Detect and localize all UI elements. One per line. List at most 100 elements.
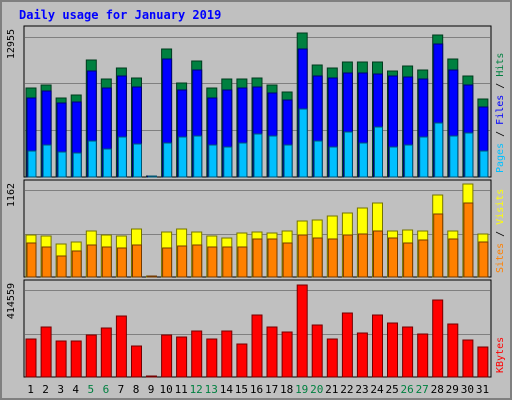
bar-sites bbox=[312, 237, 323, 278]
ylabel-top: Pages / Files / Hits bbox=[495, 53, 506, 173]
ymax-label-middle: 1162 bbox=[6, 183, 17, 207]
bar-sites bbox=[373, 230, 383, 278]
bar-sites bbox=[207, 246, 218, 278]
bar-pages bbox=[87, 140, 97, 178]
bar-sites bbox=[177, 245, 188, 278]
x-tick-label: 14 bbox=[220, 383, 234, 396]
bar-kbytes bbox=[462, 339, 474, 378]
x-tick-label: 3 bbox=[57, 383, 64, 396]
bar-sites bbox=[403, 242, 414, 278]
bar-sites bbox=[342, 234, 353, 278]
bar-kbytes bbox=[115, 315, 127, 378]
x-tick-label: 15 bbox=[235, 383, 248, 396]
ylabel-middle: Sites / Visits bbox=[495, 189, 506, 273]
bar-kbytes bbox=[266, 326, 278, 378]
bar-sites bbox=[26, 242, 37, 278]
bar-pages bbox=[178, 136, 188, 178]
bar-sites bbox=[448, 238, 459, 278]
bar-pages bbox=[27, 150, 37, 178]
bar-kbytes bbox=[477, 346, 489, 378]
x-tick-label: 1 bbox=[27, 383, 34, 396]
x-tick-label: 10 bbox=[159, 383, 172, 396]
bar-kbytes bbox=[296, 284, 308, 378]
bar-pages bbox=[374, 126, 383, 178]
bar-pages bbox=[238, 142, 248, 178]
bar-pages bbox=[449, 135, 459, 178]
ylabel-hits: Hits bbox=[495, 53, 506, 77]
bar-pages bbox=[404, 144, 414, 178]
bar-sites bbox=[222, 246, 233, 278]
bar-sites bbox=[116, 247, 127, 278]
bar-sites bbox=[433, 213, 444, 278]
x-tick-label: 29 bbox=[446, 383, 459, 396]
bar-kbytes bbox=[25, 338, 37, 378]
x-tick-label: 8 bbox=[133, 383, 140, 396]
ylabel-kbytes: KBytes bbox=[495, 337, 506, 373]
bar-sites bbox=[418, 239, 429, 278]
bar-pages bbox=[223, 146, 233, 178]
bar-kbytes bbox=[387, 322, 398, 378]
bar-kbytes bbox=[356, 332, 368, 378]
x-tick-label: 26 bbox=[400, 383, 413, 396]
bar-kbytes bbox=[40, 326, 52, 378]
bar-kbytes bbox=[131, 345, 142, 378]
bar-sites bbox=[86, 244, 97, 278]
bar-sites bbox=[252, 238, 263, 278]
bar-kbytes bbox=[447, 323, 459, 378]
x-tick-label: 22 bbox=[340, 383, 353, 396]
ylabel-pages: Pages bbox=[495, 143, 506, 173]
bar-kbytes bbox=[251, 314, 263, 378]
bar-pages bbox=[208, 144, 218, 178]
ylabel-files: Files bbox=[495, 95, 506, 125]
bar-pages bbox=[464, 132, 474, 178]
ylabel-visits: Visits bbox=[495, 189, 506, 225]
ymax-label-bottom: 414559 bbox=[6, 283, 17, 319]
bar-pages bbox=[148, 175, 157, 178]
bar-pages bbox=[193, 135, 203, 178]
bar-pages bbox=[133, 143, 142, 178]
x-tick-label: 16 bbox=[250, 383, 263, 396]
bar-kbytes bbox=[236, 343, 248, 378]
x-tick-label: 11 bbox=[175, 383, 188, 396]
bar-kbytes bbox=[146, 375, 157, 378]
bar-pages bbox=[343, 131, 353, 178]
bar-pages bbox=[163, 142, 173, 178]
bar-pages bbox=[434, 122, 444, 178]
x-tick-label: 9 bbox=[148, 383, 155, 396]
bar-kbytes bbox=[176, 336, 188, 378]
bar-sites bbox=[56, 255, 67, 278]
bar-sites bbox=[192, 244, 203, 278]
ylabel-bottom: KBytes bbox=[495, 337, 506, 373]
x-tick-label: 30 bbox=[461, 383, 474, 396]
x-tick-label: 2 bbox=[42, 383, 49, 396]
bar-pages bbox=[102, 148, 112, 178]
bar-sites bbox=[237, 246, 248, 278]
x-tick-label: 28 bbox=[431, 383, 444, 396]
x-tick-label: 23 bbox=[355, 383, 368, 396]
bar-kbytes bbox=[402, 326, 414, 378]
x-tick-label: 4 bbox=[72, 383, 79, 396]
bar-sites bbox=[101, 246, 112, 278]
bar-pages bbox=[313, 140, 323, 178]
bar-pages bbox=[268, 135, 278, 178]
bar-sites bbox=[327, 238, 338, 278]
bar-sites bbox=[297, 234, 308, 278]
x-tick-label: 25 bbox=[385, 383, 398, 396]
x-tick-label: 20 bbox=[310, 383, 323, 396]
bar-sites bbox=[147, 275, 157, 278]
x-tick-label: 18 bbox=[280, 383, 293, 396]
bar-kbytes bbox=[417, 333, 429, 378]
x-tick-label: 24 bbox=[370, 383, 384, 396]
x-tick-label: 13 bbox=[205, 383, 218, 396]
bar-pages bbox=[358, 142, 368, 178]
x-tick-label: 31 bbox=[476, 383, 489, 396]
bar-pages bbox=[57, 151, 67, 178]
ymax-label-top: 12955 bbox=[6, 29, 17, 59]
bar-sites bbox=[357, 233, 368, 278]
bar-sites bbox=[282, 242, 293, 278]
bar-kbytes bbox=[191, 330, 203, 378]
ylabel-separator: / bbox=[495, 77, 506, 95]
x-tick-label: 5 bbox=[87, 383, 94, 396]
bar-sites bbox=[132, 244, 142, 278]
